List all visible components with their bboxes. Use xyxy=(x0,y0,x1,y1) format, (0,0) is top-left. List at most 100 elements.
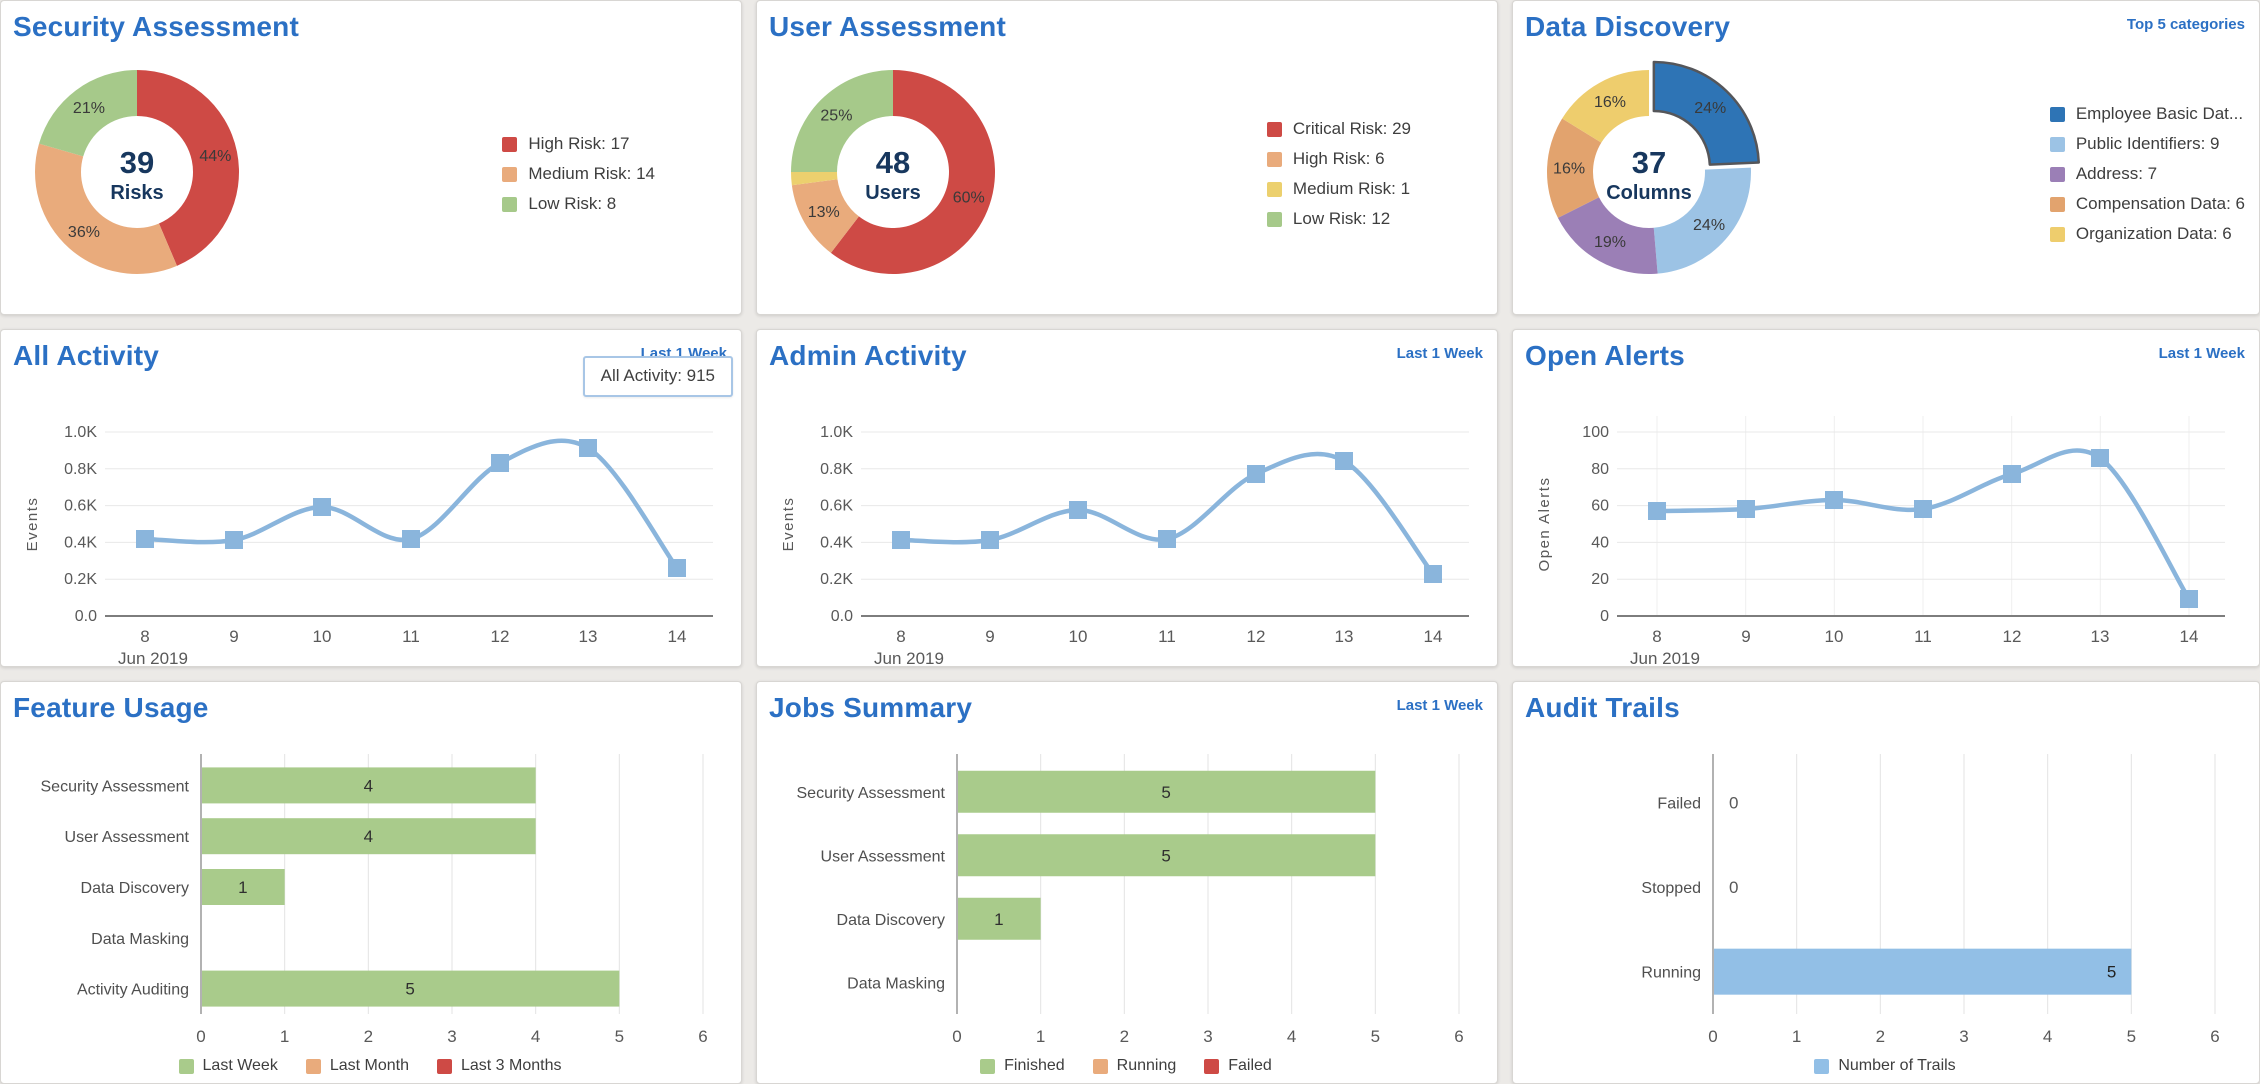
data-point-12[interactable] xyxy=(2003,465,2021,483)
x-tick-label: 2 xyxy=(1120,1027,1129,1046)
page-title-data-discovery: Data Discovery xyxy=(1525,11,1731,42)
data-point-10[interactable] xyxy=(1825,491,1843,509)
legend-item-employee-basic-dat[interactable]: Employee Basic Dat... xyxy=(2049,99,2245,129)
donut-pct-label: 16% xyxy=(1553,160,1585,177)
x-tick-label: 14 xyxy=(2180,627,2199,646)
open-alerts-period-link[interactable]: Last 1 Week xyxy=(2158,345,2245,362)
legend-item-high-risk-17[interactable]: High Risk: 17 xyxy=(502,129,655,159)
legend-item-last-month[interactable]: Last Month xyxy=(305,1057,409,1075)
x-tick-label: 5 xyxy=(1371,1027,1380,1046)
data-point-9[interactable] xyxy=(225,531,243,549)
admin-activity-line-chart: 0.0 0.2K 0.4K 0.6K 0.8K 1.0K Events 8 9 10 11 12 13 1… xyxy=(769,376,1483,666)
donut-center-label: Users xyxy=(865,182,921,204)
jobs-summary-svg: 0 1 2 3 4 5 6 Security Assessment 5 User Assessme… xyxy=(797,754,1464,1046)
y-tick-label: 60 xyxy=(1591,498,1609,515)
legend-swatch xyxy=(1204,1058,1220,1074)
legend-swatch xyxy=(436,1058,452,1074)
legend-item-medium-risk-1[interactable]: Medium Risk: 1 xyxy=(1266,174,1411,204)
data-point-10[interactable] xyxy=(313,498,331,516)
donut-slice-organization-data[interactable] xyxy=(1562,69,1649,143)
data-point-8[interactable] xyxy=(1648,502,1666,520)
x-tick-label: 1 xyxy=(1792,1027,1801,1046)
legend-label: Critical Risk: 29 xyxy=(1292,119,1411,138)
page-title-jobs-summary: Jobs Summary xyxy=(769,692,973,723)
data-point-14[interactable] xyxy=(668,559,686,577)
bar-running[interactable] xyxy=(1714,948,2132,995)
donut-slice-high-risk[interactable] xyxy=(137,69,240,266)
data-point-9[interactable] xyxy=(981,531,999,549)
page-title-feature-usage: Feature Usage xyxy=(13,692,209,723)
legend-item-last-3-months[interactable]: Last 3 Months xyxy=(436,1057,561,1075)
legend-item-high-risk-6[interactable]: High Risk: 6 xyxy=(1266,144,1411,174)
top-5-categories-link[interactable]: Top 5 categories xyxy=(2126,16,2245,33)
bar-user-assessment[interactable] xyxy=(202,818,536,855)
bar-user-assessment[interactable] xyxy=(958,834,1376,877)
bar-value-label: 0 xyxy=(1729,793,1738,812)
feature-usage-legend: Last Week Last Month Last 3 Months xyxy=(13,1057,727,1075)
y-tick-label: 1.0K xyxy=(64,424,97,441)
legend-label: High Risk: 17 xyxy=(528,134,630,153)
donut-pct-label: 24% xyxy=(1693,216,1725,233)
data-point-14[interactable] xyxy=(2180,590,2198,608)
data-point-9[interactable] xyxy=(1737,500,1755,518)
data-discovery-donut-row: 24% 24% 19% 16% 16% 37 Columns Employee Basic … xyxy=(1525,47,2245,301)
legend-item-number-of-trails[interactable]: Number of Trails xyxy=(1814,1057,1956,1075)
data-point-11[interactable] xyxy=(402,530,420,548)
data-point-12[interactable] xyxy=(1247,465,1265,483)
legend-item-public-identifiers-9[interactable]: Public Identifiers: 9 xyxy=(2049,129,2245,159)
donut-slice-critical-risk[interactable] xyxy=(830,69,996,274)
legend-item-critical-risk-29[interactable]: Critical Risk: 29 xyxy=(1266,114,1411,144)
data-point-8[interactable] xyxy=(136,530,154,548)
legend-item-compensation-data-6[interactable]: Compensation Data: 6 xyxy=(2049,189,2245,219)
y-tick-label: 0.0 xyxy=(831,608,853,625)
legend-item-last-week[interactable]: Last Week xyxy=(178,1057,278,1075)
jobs-summary-legend: Finished Running Failed xyxy=(769,1057,1483,1075)
legend-label: Failed xyxy=(1228,1057,1272,1074)
admin-activity-svg: 0.0 0.2K 0.4K 0.6K 0.8K 1.0K Events 8 9 10 11 12 13 1… xyxy=(780,424,1469,666)
legend-item-running[interactable]: Running xyxy=(1092,1057,1176,1075)
bar-security-assessment[interactable] xyxy=(202,767,536,804)
legend-swatch xyxy=(502,136,518,152)
x-tick-label: 3 xyxy=(1203,1027,1212,1046)
data-point-14[interactable] xyxy=(1424,565,1442,583)
donut-slice-address[interactable] xyxy=(1557,196,1658,274)
donut-slice-high-risk[interactable] xyxy=(791,178,859,253)
data-point-13[interactable] xyxy=(2091,449,2109,467)
donut-slice-employee-basic-data[interactable] xyxy=(1652,60,1760,166)
donut-slice-public-identifiers[interactable] xyxy=(1653,167,1752,274)
data-point-11[interactable] xyxy=(1914,500,1932,518)
user-risk-donut-chart: 60% 13% 25% 48 Users xyxy=(769,48,1021,301)
jobs-summary-period-link[interactable]: Last 1 Week xyxy=(1396,697,1483,714)
bar-data-discovery[interactable] xyxy=(958,897,1041,940)
bar-data-discovery[interactable] xyxy=(202,869,285,905)
data-point-8[interactable] xyxy=(892,531,910,549)
donut-slice-low-risk[interactable] xyxy=(39,69,137,156)
data-point-10[interactable] xyxy=(1069,501,1087,519)
bar-security-assessment[interactable] xyxy=(958,770,1376,813)
donut-slice-compensation-data[interactable] xyxy=(1546,118,1602,218)
bar-value-label: 1 xyxy=(994,910,1003,929)
panel-header: Data Discovery Top 5 categories xyxy=(1525,11,2245,47)
donut-center-value: 48 xyxy=(876,145,910,180)
data-point-11[interactable] xyxy=(1158,530,1176,548)
legend-item-address-7[interactable]: Address: 7 xyxy=(2049,159,2245,189)
x-tick-label: 4 xyxy=(531,1027,540,1046)
legend-item-failed[interactable]: Failed xyxy=(1204,1057,1272,1075)
legend-item-organization-data-6[interactable]: Organization Data: 6 xyxy=(2049,219,2245,249)
data-point-13[interactable] xyxy=(579,439,597,457)
donut-slice-medium-risk[interactable] xyxy=(791,171,838,185)
legend-item-low-risk-12[interactable]: Low Risk: 12 xyxy=(1266,204,1411,234)
legend-item-low-risk-8[interactable]: Low Risk: 8 xyxy=(502,189,655,219)
legend-item-medium-risk-14[interactable]: Medium Risk: 14 xyxy=(502,159,655,189)
donut-slice-low-risk[interactable] xyxy=(791,69,893,172)
donut-slice-medium-risk[interactable] xyxy=(35,143,177,274)
audit-trails-svg: 0 1 2 3 4 5 6 Failed 0 Stopped 0 Running 5 xyxy=(1641,754,2220,1046)
data-point-12[interactable] xyxy=(491,454,509,472)
x-tick-label: 3 xyxy=(1959,1027,1968,1046)
y-tick-label: 0.8K xyxy=(820,461,853,478)
bar-activity-auditing[interactable] xyxy=(202,970,620,1007)
panel-security-assessment: Security Assessment 44% 36% 21% 39 Risks Hig… xyxy=(0,0,742,315)
admin-activity-period-link[interactable]: Last 1 Week xyxy=(1396,345,1483,362)
legend-item-finished[interactable]: Finished xyxy=(980,1057,1065,1075)
data-point-13[interactable] xyxy=(1335,452,1353,470)
